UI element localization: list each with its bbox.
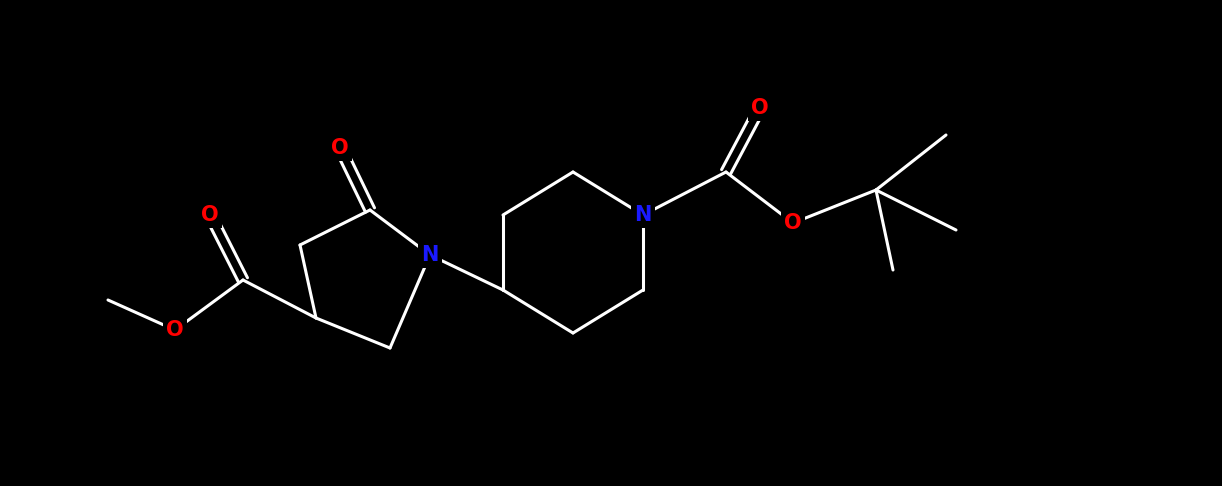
Text: O: O <box>785 213 802 233</box>
Text: N: N <box>634 205 651 225</box>
Text: O: O <box>331 138 348 158</box>
Text: N: N <box>422 245 439 265</box>
Text: O: O <box>166 320 183 340</box>
Text: O: O <box>202 205 219 225</box>
Text: O: O <box>752 98 769 118</box>
